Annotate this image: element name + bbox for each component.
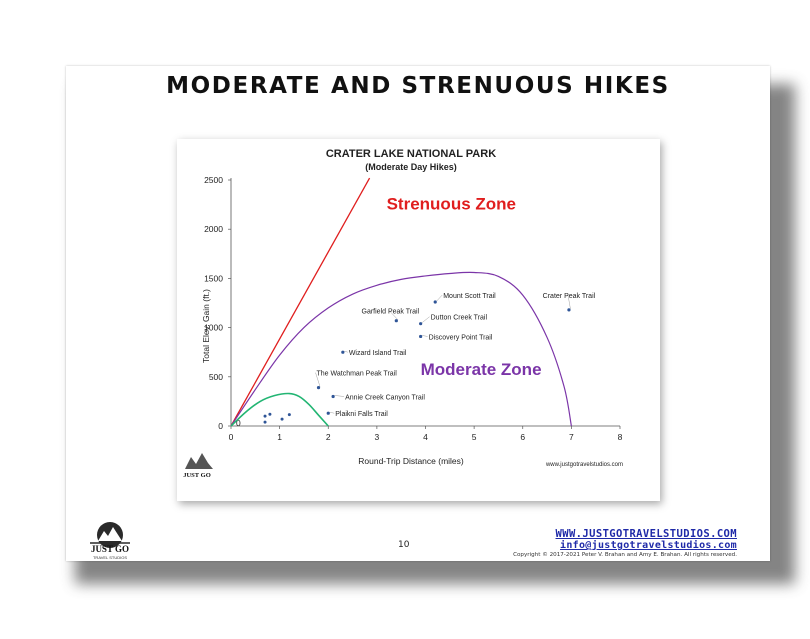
point-label: Plaikni Falls Trail xyxy=(335,411,388,418)
chart-subtitle: (Moderate Day Hikes) xyxy=(365,162,457,172)
chart-card: CRATER LAKE NATIONAL PARK (Moderate Day … xyxy=(177,139,660,501)
page-number: 10 xyxy=(398,540,410,550)
point-label: Annie Creek Canyon Trail xyxy=(345,394,425,401)
leader-line xyxy=(344,351,348,353)
data-point xyxy=(263,420,267,424)
just-go-logo: JUST GO TRAVEL STUDIOS xyxy=(90,522,130,560)
leader-line xyxy=(422,316,430,323)
point-label: Garfield Peak Trail xyxy=(362,309,420,316)
website-link[interactable]: WWW.JUSTGOTRAVELSTUDIOS.COM xyxy=(555,528,737,540)
point-label: Wizard Island Trail xyxy=(349,350,407,357)
data-point xyxy=(567,308,571,312)
elevation-distance-chart: CRATER LAKE NATIONAL PARK (Moderate Day … xyxy=(183,148,623,479)
chart-title: CRATER LAKE NATIONAL PARK xyxy=(326,148,496,160)
x-tick-label: 0 xyxy=(229,432,234,442)
leader-line xyxy=(567,294,571,309)
y-tick-label: 2500 xyxy=(204,175,223,185)
data-point xyxy=(394,319,398,323)
data-point xyxy=(341,350,345,354)
point-label: Dutton Creek Trail xyxy=(431,315,488,322)
data-point xyxy=(268,412,272,416)
y-tick-label: 0 xyxy=(218,421,223,431)
leader-line xyxy=(436,294,443,302)
data-point xyxy=(331,394,335,399)
x-tick-label: 8 xyxy=(618,432,623,442)
chart-logo: JUST GO xyxy=(183,453,213,479)
data-point xyxy=(263,414,267,418)
chart-logo-text: JUST GO xyxy=(183,472,211,479)
x-tick-label: 5 xyxy=(472,432,477,442)
x-axis-label: Round-Trip Distance (miles) xyxy=(358,456,464,466)
origin-label: 0 xyxy=(236,418,241,428)
chart-watermark: www.justgotravelstudios.com xyxy=(545,462,623,468)
y-tick-label: 1500 xyxy=(204,273,223,283)
x-tick-label: 3 xyxy=(375,432,380,442)
slide: MODERATE AND STRENUOUS HIKES CRATER LAKE… xyxy=(66,66,770,561)
slide-title: MODERATE AND STRENUOUS HIKES xyxy=(166,73,670,99)
point-label: Mount Scott Trail xyxy=(443,293,496,300)
copyright-text: Copyright © 2017-2021 Peter V. Brahan an… xyxy=(513,552,737,558)
data-point xyxy=(419,322,423,326)
data-point xyxy=(326,411,330,415)
logo-subtext: TRAVEL STUDIOS xyxy=(93,555,127,560)
point-label: Crater Peak Trail xyxy=(543,293,596,300)
y-tick-label: 2000 xyxy=(204,224,223,234)
data-point xyxy=(316,386,321,390)
y-tick-label: 1000 xyxy=(204,323,223,333)
point-label: Discovery Point Trail xyxy=(429,334,493,341)
leader-line xyxy=(389,310,398,320)
data-point xyxy=(280,417,284,421)
data-point xyxy=(433,300,437,304)
moderate-boundary-curve xyxy=(230,271,572,427)
x-tick-label: 6 xyxy=(520,432,525,442)
point-label: The Watchman Peak Trail xyxy=(317,371,398,378)
leader-line xyxy=(422,335,428,337)
y-axis-label: Total Elev. Gain (ft.) xyxy=(201,289,211,363)
zone-label: Moderate Zone xyxy=(421,360,542,379)
footer-links: WWW.JUSTGOTRAVELSTUDIOS.COM info@justgot… xyxy=(513,528,737,558)
easy-boundary-curve xyxy=(230,392,329,427)
data-point xyxy=(287,413,291,417)
leader-line xyxy=(329,412,335,414)
x-tick-label: 2 xyxy=(326,432,331,442)
x-tick-label: 4 xyxy=(423,432,428,442)
leader-line xyxy=(334,395,345,397)
x-tick-label: 7 xyxy=(569,432,574,442)
zone-label: Strenuous Zone xyxy=(387,195,516,214)
logo-text: JUST GO xyxy=(91,544,129,554)
x-tick-label: 1 xyxy=(277,432,282,442)
leader-line xyxy=(315,372,321,387)
data-point xyxy=(419,334,423,339)
strenuous-boundary-line xyxy=(230,177,371,427)
email-link[interactable]: info@justgotravelstudios.com xyxy=(560,540,737,551)
y-tick-label: 500 xyxy=(209,372,223,382)
